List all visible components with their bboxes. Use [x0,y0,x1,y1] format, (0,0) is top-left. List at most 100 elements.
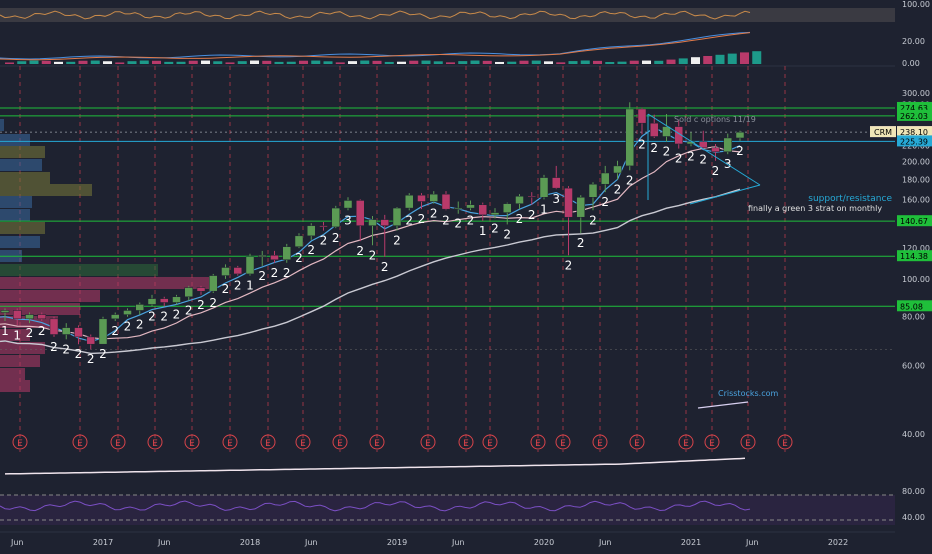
earnings-marker-letter: E [463,439,469,449]
earnings-marker-letter: E [425,439,431,449]
earnings-marker-letter: E [189,439,195,449]
ema-fast-line [0,127,741,342]
macd-histogram-bar [446,62,455,64]
strat-label: 1 [479,224,487,238]
strat-label: 2 [467,213,475,227]
macd-histogram-bar [666,59,676,64]
strat-label: 2 [577,236,585,250]
candle-body [319,225,328,228]
macd-histogram-bar [740,52,749,64]
candle-body [625,108,634,167]
strat-label: 2 [209,296,217,310]
price-badge [897,135,932,147]
strat-label: 2 [601,195,609,209]
annotation-sold-options: Sold c options 11/19 [674,115,756,124]
strat-label: 2 [516,212,524,226]
y-axis-tick-label: 40.00 [902,430,925,439]
macd-histogram-bar [691,57,700,64]
strat-label: 2 [26,326,34,340]
macd-histogram-bar [421,60,431,64]
macd-histogram-bar [409,60,419,64]
strat-label: 3 [552,192,560,206]
volume-profile-bar [0,146,45,158]
volume-profile-bar [0,222,45,234]
strat-label: 1 [246,279,254,293]
support-resistance-label: support/resistance [808,194,892,204]
earnings-marker-icon [458,434,474,450]
candle-body [258,255,267,258]
macd-histogram-bar [703,56,713,64]
macd-histogram-bar [495,61,504,64]
candle-body [368,219,377,226]
earnings-marker-letter: E [535,439,541,449]
y-axis-tick-label: 300.00 [902,89,930,98]
price-badge-text: 85.08 [900,302,923,311]
macd-histogram-bar [531,60,541,64]
price-badge-text: 262.03 [900,112,928,121]
earnings-marker-letter: E [560,439,566,449]
macd-histogram-bar [580,60,590,64]
candle-body [221,267,230,276]
strat-label: 2 [111,324,119,338]
x-axis-tick-label: Jun [304,538,318,547]
candle-body [331,207,340,228]
earnings-marker-icon [704,434,720,450]
x-axis-tick-label: 2019 [387,538,407,547]
volume-profile-bar [0,368,25,380]
earnings-marker-letter: E [17,439,23,449]
strat-label: 2 [234,279,242,293]
candle-body [307,225,316,237]
x-axis-tick-label: Jun [10,538,24,547]
earnings-marker-icon [147,434,163,450]
strat-label: 2 [393,234,401,248]
macd-histogram-bar [556,62,566,64]
candle-body [74,327,83,338]
macd-histogram-bar [384,61,394,64]
earnings-marker-letter: E [745,439,751,449]
macd-histogram-bar [54,61,63,64]
strat-label: 2 [332,231,340,245]
macd-histogram-bar [286,61,296,64]
x-axis-tick-label: 2018 [240,538,260,547]
macd-histogram-bar [176,61,186,64]
strat-label: 2 [197,298,205,312]
candle-body [13,310,22,320]
candle-body [0,310,10,313]
y-axis-tick-label: 100.00 [902,275,930,284]
macd-histogram-bar [274,61,284,64]
x-axis-tick-label: 2020 [534,538,554,547]
macd-histogram-bar [237,61,247,64]
candle-body [515,195,524,204]
candle-body [503,203,512,213]
macd-histogram-bar [752,51,762,64]
volume-profile-bar [0,355,40,367]
earnings-marker-icon [222,434,238,450]
candle-body [209,275,218,292]
macd-histogram-bar [90,60,100,64]
macd-histogram-bar [629,60,639,64]
candle-body [454,207,463,210]
strat-label: 2 [62,342,70,356]
volume-profile-bar [0,236,40,248]
macd-histogram-bar [678,58,688,64]
top-oscillator-line [0,10,751,20]
earnings-marker-letter: E [634,439,640,449]
candle-body [466,204,475,209]
volume-profile-bar [0,119,4,131]
strat-label: 2 [173,308,181,322]
volume-profile-bar [0,290,100,302]
candle-body [282,246,291,260]
macd-histogram-bar [605,61,615,64]
rsi-line [0,500,751,512]
candle-body [576,197,585,218]
x-axis-tick-label: Jun [745,538,759,547]
macd-histogram-bar [470,60,480,64]
candle-body [245,256,255,275]
x-axis-tick-label: Jun [157,538,171,547]
earnings-marker-icon [740,434,756,450]
strat-label: 2 [87,352,95,366]
earnings-marker-letter: E [709,439,715,449]
macd-histogram-bar [139,60,149,64]
macd-histogram-bar [311,60,321,64]
x-axis-tick-label: 2022 [828,538,848,547]
